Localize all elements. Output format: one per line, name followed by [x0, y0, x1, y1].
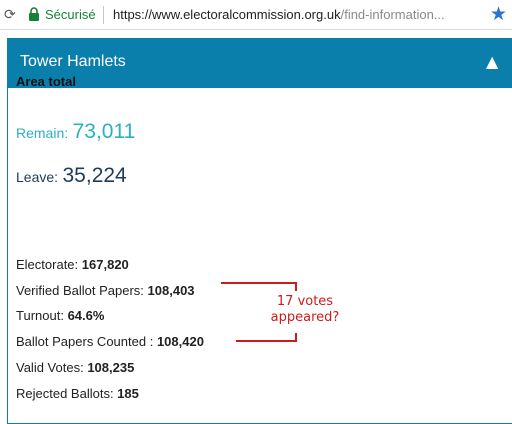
stat-label: Electorate: [16, 257, 79, 272]
results-panel: Tower Hamlets ▲ [7, 38, 512, 424]
lock-icon[interactable] [28, 7, 40, 21]
annotation-line-2: appeared? [270, 310, 340, 325]
stat-value: 64.6% [67, 308, 105, 323]
stat-value: 167,820 [81, 257, 129, 272]
remain-result: Remain: 73,011 [16, 120, 135, 144]
panel-header[interactable]: Tower Hamlets ▲ [8, 39, 512, 87]
leave-value: 35,224 [62, 164, 127, 187]
stat-value: 108,235 [87, 360, 135, 375]
stat-valid-votes: Valid Votes: 108,235 [16, 360, 134, 375]
browser-address-bar: ⟳ Sécurisé https://www.electoralcommissi… [0, 0, 512, 30]
stat-rejected-ballots: Rejected Ballots: 185 [16, 386, 139, 401]
remain-label: Remain: [16, 125, 69, 141]
stat-value: 108,403 [147, 283, 195, 298]
stat-label: Rejected Ballots: [16, 386, 114, 401]
annotation-text: 17 votes appeared? [270, 294, 340, 326]
secure-label[interactable]: Sécurisé [45, 7, 96, 22]
panel-body [8, 87, 512, 424]
url-field[interactable]: https://www.electoralcommission.org.uk/f… [113, 7, 445, 22]
url-path: /find-information... [340, 7, 445, 22]
address-separator [103, 6, 104, 24]
area-total-heading: Area total [16, 74, 76, 89]
stat-ballot-papers-counted: Ballot Papers Counted : 108,420 [16, 334, 204, 349]
collapse-arrow-icon[interactable]: ▲ [486, 52, 499, 71]
stat-label: Ballot Papers Counted : [16, 334, 154, 349]
stat-label: Verified Ballot Papers: [16, 283, 144, 298]
stat-turnout: Turnout: 64.6% [16, 308, 104, 323]
stat-label: Valid Votes: [16, 360, 84, 375]
reload-icon[interactable]: ⟳ [4, 7, 16, 23]
leave-result: Leave: 35,224 [16, 164, 127, 188]
annotation-line-1: 17 votes [276, 294, 334, 309]
bookmark-star-icon[interactable]: ★ [490, 3, 508, 25]
panel-title: Tower Hamlets [20, 53, 126, 70]
url-host: https://www.electoralcommission.org.uk [113, 7, 341, 22]
stat-label: Turnout: [16, 308, 64, 323]
stat-value: 185 [117, 386, 139, 401]
leave-label: Leave: [16, 169, 59, 185]
stat-verified-ballot-papers: Verified Ballot Papers: 108,403 [16, 283, 195, 298]
stat-electorate: Electorate: 167,820 [16, 257, 129, 272]
remain-value: 73,011 [72, 120, 136, 143]
stat-value: 108,420 [156, 334, 204, 349]
